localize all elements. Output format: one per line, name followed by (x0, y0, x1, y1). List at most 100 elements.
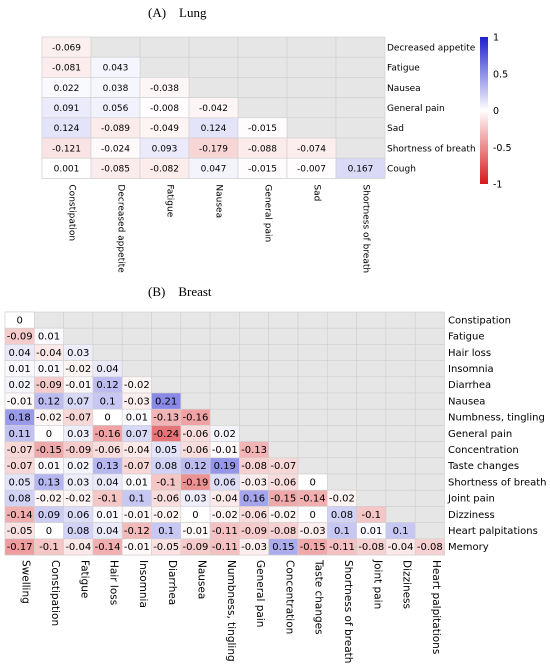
breast-value-label: -0.15 (270, 494, 296, 505)
lung-empty-cell (335, 97, 386, 119)
breast-empty-cell (151, 376, 182, 394)
lung-empty-cell (139, 56, 190, 78)
lung-value-label: 0.124 (54, 124, 80, 134)
breast-empty-cell (385, 311, 416, 329)
breast-empty-cell (239, 344, 269, 361)
lung-row-label: General pain (387, 104, 445, 114)
breast-empty-cell (92, 311, 123, 329)
breast-value-label: 0.01 (126, 477, 148, 488)
breast-empty-cell (414, 441, 445, 459)
lung-empty-cell (188, 36, 239, 58)
breast-value-label: 0.01 (126, 413, 148, 424)
breast-value-label: 0 (309, 477, 315, 488)
lung-empty-cell (188, 77, 239, 98)
lung-empty-cell (286, 36, 337, 58)
breast-value-label: 0.21 (155, 396, 177, 407)
breast-cell (414, 538, 445, 556)
lung-value-label: 0.022 (54, 84, 80, 94)
lung-value-label: -0.069 (52, 43, 81, 53)
breast-value-label: -0.09 (36, 380, 62, 391)
breast-value-label: 0.01 (96, 510, 118, 521)
colorbar-legend: 1 0.5 0 -0.5 -1 (480, 33, 512, 191)
breast-value-label: 0.1 (158, 526, 174, 537)
lung-value-label: 0.001 (54, 165, 80, 175)
colorbar-tick-label: 0.5 (493, 69, 508, 80)
lung-value-label: 0.124 (201, 124, 227, 134)
breast-value-label: 0.01 (9, 364, 31, 375)
breast-value-label: -0.02 (124, 380, 150, 391)
breast-value-label: -0.03 (241, 542, 267, 553)
breast-value-label: -0.13 (241, 445, 267, 456)
breast-value-label: -0.01 (65, 380, 91, 391)
lung-value-label: 0.091 (54, 104, 80, 114)
lung-empty-cell (90, 36, 141, 58)
breast-row-label: General pain (448, 429, 512, 440)
colorbar-tick-label: -0.5 (493, 143, 512, 154)
breast-column-label: Heart palpitations (430, 560, 442, 654)
breast-empty-cell (326, 457, 357, 475)
breast-value-label: 0.1 (393, 526, 409, 537)
breast-value-label: -0.14 (95, 542, 121, 553)
breast-value-label: -0.02 (65, 494, 91, 505)
breast-empty-cell (92, 327, 123, 345)
breast-value-label: -0.08 (358, 542, 384, 553)
breast-value-label: 0.03 (67, 348, 89, 359)
panel-b-title: (B) Breast (148, 284, 212, 299)
breast-value-label: 0.15 (272, 542, 294, 553)
breast-empty-cell (297, 392, 328, 410)
breast-empty-cell (180, 360, 211, 378)
breast-empty-cell (268, 311, 299, 329)
breast-empty-cell (151, 327, 182, 345)
breast-value-label: -0.05 (7, 526, 33, 537)
breast-value-label: -0.01 (124, 542, 150, 553)
panel-a-title: (A) Lung (148, 5, 207, 20)
breast-empty-cell (297, 344, 328, 361)
breast-value-label: -0.13 (153, 413, 179, 424)
breast-empty-cell (297, 311, 328, 329)
breast-empty-cell (356, 327, 387, 345)
lung-value-label: 0.093 (152, 144, 178, 154)
breast-value-label: 0.05 (155, 445, 177, 456)
breast-value-label: -0.06 (270, 477, 296, 488)
breast-value-label: 0.06 (67, 510, 89, 521)
breast-value-label: -0.01 (124, 510, 150, 521)
lung-value-label: -0.049 (150, 124, 179, 134)
lung-empty-cell (335, 137, 386, 159)
breast-value-label: 0.03 (184, 494, 206, 505)
breast-value-label: -0.06 (183, 429, 209, 440)
lung-empty-cell (188, 56, 239, 78)
lung-empty-cell (286, 56, 337, 78)
breast-empty-cell (356, 489, 387, 507)
breast-empty-cell (326, 376, 357, 394)
breast-value-label: -0.09 (183, 542, 209, 553)
breast-value-label: -0.02 (65, 364, 91, 375)
breast-empty-cell (121, 311, 152, 329)
breast-value-label: -0.04 (65, 542, 91, 553)
breast-value-label: -0.09 (7, 332, 33, 343)
lung-value-label: -0.008 (150, 104, 179, 114)
breast-value-label: -0.16 (183, 413, 209, 424)
breast-column-label: Joint pain (371, 559, 383, 609)
breast-empty-cell (209, 408, 240, 426)
breast-value-label: -0.02 (153, 510, 179, 521)
lung-row-label: Cough (387, 165, 416, 175)
breast-value-label: 0 (46, 526, 52, 537)
breast-value-label: -0.02 (36, 413, 62, 424)
breast-empty-cell (356, 360, 387, 378)
breast-value-label: -0.17 (7, 542, 33, 553)
breast-value-label: 0.1 (100, 396, 116, 407)
breast-value-label: 0.04 (96, 477, 118, 488)
breast-value-label: 0.01 (38, 461, 60, 472)
breast-value-label: -0.15 (36, 445, 62, 456)
lung-value-label: -0.088 (248, 144, 277, 154)
lung-value-label: 0.056 (103, 104, 129, 114)
breast-empty-cell (326, 360, 357, 378)
breast-value-label: 0.06 (214, 477, 236, 488)
breast-value-label: 0.12 (96, 380, 118, 391)
breast-empty-cell (297, 408, 328, 426)
lung-empty-cell (237, 97, 288, 119)
breast-value-label: 0 (192, 510, 198, 521)
breast-empty-cell (209, 376, 240, 394)
lung-empty-cell (286, 117, 337, 139)
breast-value-label: -0.11 (212, 542, 238, 553)
